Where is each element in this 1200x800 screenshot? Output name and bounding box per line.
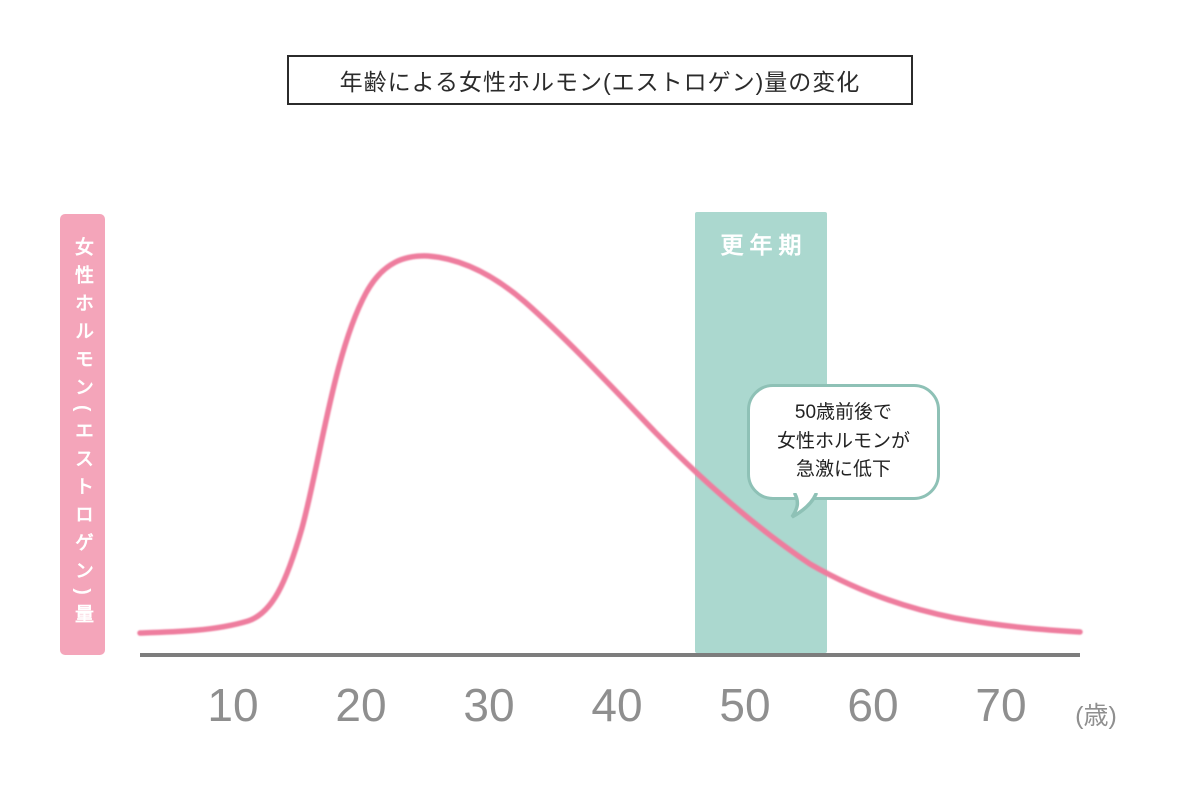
x-axis-unit-label: (歳) [1075, 702, 1117, 730]
estrogen-curve [137, 253, 1083, 636]
chart-title: 年齢による女性ホルモン(エストロゲン)量の変化 [339, 69, 861, 95]
y-axis-label: 女性ホルモン(エストロゲン)量 [72, 237, 93, 632]
annotation-line-1: 50歳前後で [794, 402, 893, 424]
x-tick-40: 40 [591, 679, 643, 731]
annotation-line-2: 女性ホルモンが [776, 430, 910, 452]
y-axis-label-band: 女性ホルモン(エストロゲン)量 [60, 214, 105, 655]
annotation-bubble: 50歳前後で 女性ホルモンが 急激に低下 [747, 384, 940, 519]
x-tick-50: 50 [719, 679, 771, 731]
x-tick-30: 30 [463, 679, 515, 731]
x-tick-10: 10 [207, 679, 259, 731]
x-tick-60: 60 [847, 679, 899, 731]
x-tick-20: 20 [335, 679, 387, 731]
menopause-band-label: 更年期 [720, 232, 808, 258]
x-tick-70: 70 [975, 679, 1027, 731]
bubble-tail [790, 493, 818, 519]
annotation-line-3: 急激に低下 [795, 459, 891, 481]
chart-title-box: 年齢による女性ホルモン(エストロゲン)量の変化 [287, 55, 913, 105]
